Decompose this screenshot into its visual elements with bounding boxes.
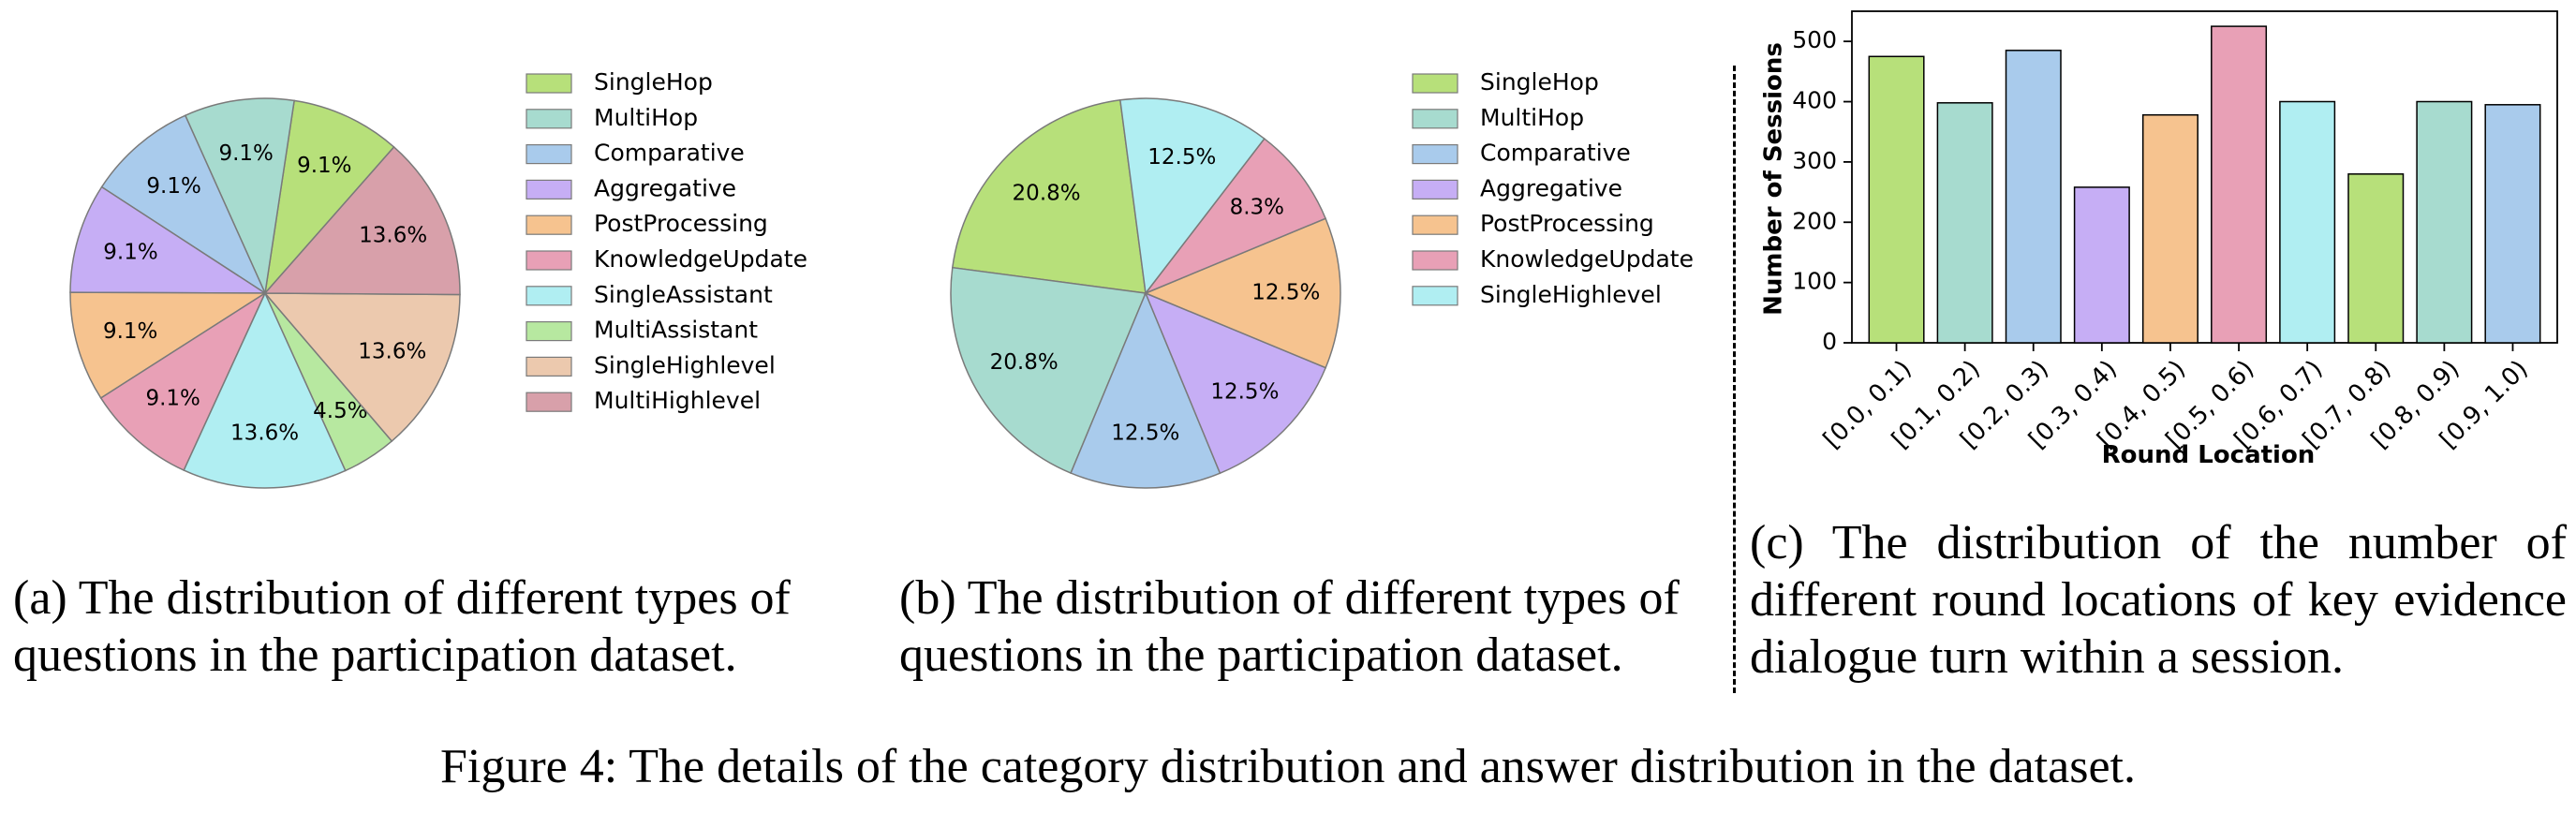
figure-caption: Figure 4: The details of the category di… — [440, 740, 2136, 793]
pie-slice — [1070, 291, 1221, 489]
slice-label: 20.8% — [990, 350, 1059, 375]
legend-swatch — [1412, 250, 1458, 271]
pie-slice — [1143, 138, 1327, 295]
panel-divider — [1733, 66, 1736, 693]
legend-swatch — [526, 356, 572, 377]
legend-swatch — [526, 214, 572, 235]
bar — [2279, 100, 2336, 344]
bar — [2005, 50, 2062, 344]
slice-label: 12.5% — [1111, 421, 1179, 445]
legend-swatch — [1412, 73, 1458, 94]
y-tick-label: 200 — [1792, 207, 1837, 234]
slice-label: 9.1% — [145, 387, 200, 411]
legend-swatch — [526, 321, 572, 342]
pie-slice — [263, 99, 395, 296]
pie-slice — [99, 290, 267, 472]
slice-label: 8.3% — [1230, 195, 1284, 219]
legend-swatch — [1412, 109, 1458, 129]
slice-label: 12.5% — [1147, 145, 1216, 170]
legend-label: MultiHop — [1480, 104, 1584, 131]
legend-label: MultiHop — [594, 104, 698, 131]
pie-chart-a: 9.1%9.1%9.1%9.1%9.1%9.1%13.6%4.5%13.6%13… — [69, 97, 461, 489]
caption-c: (c) The distribution of the number of di… — [1750, 516, 2567, 684]
slice-label: 9.1% — [103, 241, 157, 265]
legend-label: SingleHop — [1480, 68, 1599, 96]
pie-slice — [263, 145, 461, 296]
pie-slice — [1144, 217, 1341, 369]
pie-slice — [100, 114, 267, 296]
legend-swatch — [1412, 286, 1458, 306]
legend-label: MultiAssistant — [594, 317, 758, 344]
legend-swatch — [526, 73, 572, 94]
legend-b: SingleHop MultiHop Comparative Aggregative P… — [1412, 68, 1694, 308]
x-axis-label: Round Location — [2102, 441, 2316, 469]
legend-label: Comparative — [1480, 140, 1631, 167]
legend-swatch — [1412, 144, 1458, 165]
caption-a: (a) The distribution of different types … — [13, 571, 791, 682]
bar — [2211, 25, 2268, 344]
legend-swatch — [526, 144, 572, 165]
pie-slice — [1144, 291, 1327, 475]
legend-label: KnowledgeUpdate — [1480, 245, 1694, 273]
pie-slice — [951, 98, 1147, 294]
legend-label: Comparative — [594, 140, 745, 167]
legend-swatch — [526, 392, 572, 412]
slice-label: 9.1% — [218, 141, 273, 166]
y-tick-label: 100 — [1792, 268, 1837, 295]
bar — [1936, 102, 1993, 344]
plot-frame — [1851, 10, 2558, 344]
legend-swatch — [526, 286, 572, 306]
y-tick-label: 500 — [1792, 26, 1837, 53]
legend-label: SingleAssistant — [594, 281, 773, 308]
slice-label: 12.5% — [1210, 379, 1279, 404]
legend-swatch — [1412, 214, 1458, 235]
legend-label: PostProcessing — [594, 210, 768, 237]
caption-b: (b) The distribution of different types … — [899, 571, 1680, 682]
legend-label: Aggregative — [594, 174, 736, 201]
slice-label: 13.6% — [230, 421, 299, 445]
pie-slice — [69, 291, 268, 399]
pie-slice — [263, 292, 461, 443]
pie-slice — [950, 266, 1147, 475]
y-axis-label: Number of Sessions — [1760, 42, 1788, 316]
pie-slice — [184, 97, 295, 296]
legend-label: SingleHop — [594, 68, 713, 96]
legend-swatch — [526, 179, 572, 200]
slice-label: 13.6% — [358, 340, 426, 364]
legend-label: KnowledgeUpdate — [594, 245, 807, 273]
legend-label: Aggregative — [1480, 174, 1622, 201]
bar — [2141, 113, 2198, 344]
legend-label: PostProcessing — [1480, 210, 1654, 237]
bar — [2416, 100, 2473, 344]
pie-slice — [1119, 97, 1266, 295]
legend-swatch — [526, 109, 572, 129]
y-tick-label: 300 — [1792, 147, 1837, 174]
legend-swatch — [526, 250, 572, 271]
legend-swatch — [1412, 179, 1458, 200]
slice-label: 9.1% — [103, 319, 157, 344]
bar — [1868, 55, 1925, 344]
slice-label: 12.5% — [1251, 280, 1320, 304]
bar — [2073, 186, 2130, 344]
slice-label: 9.1% — [146, 174, 200, 199]
pie-slice — [69, 185, 268, 294]
legend-label: SingleHighlevel — [1480, 281, 1662, 308]
slice-label: 9.1% — [297, 154, 351, 178]
pie-slice — [183, 291, 347, 489]
legend-label: MultiHighlevel — [594, 387, 761, 414]
legend-label: SingleHighlevel — [594, 351, 776, 378]
slice-label: 13.6% — [359, 223, 427, 247]
y-tick-label: 0 — [1822, 328, 1837, 355]
y-tick-label: 400 — [1792, 87, 1837, 114]
slice-label: 20.8% — [1013, 182, 1081, 206]
bar — [2347, 173, 2405, 344]
legend-a: SingleHop MultiHop Comparative Aggregative P… — [526, 68, 807, 414]
pie-chart-b: 20.8% 20.8% 12.5% 12.5% 12.5% 8.3% 12.5% — [950, 97, 1341, 489]
bar — [2484, 104, 2541, 344]
